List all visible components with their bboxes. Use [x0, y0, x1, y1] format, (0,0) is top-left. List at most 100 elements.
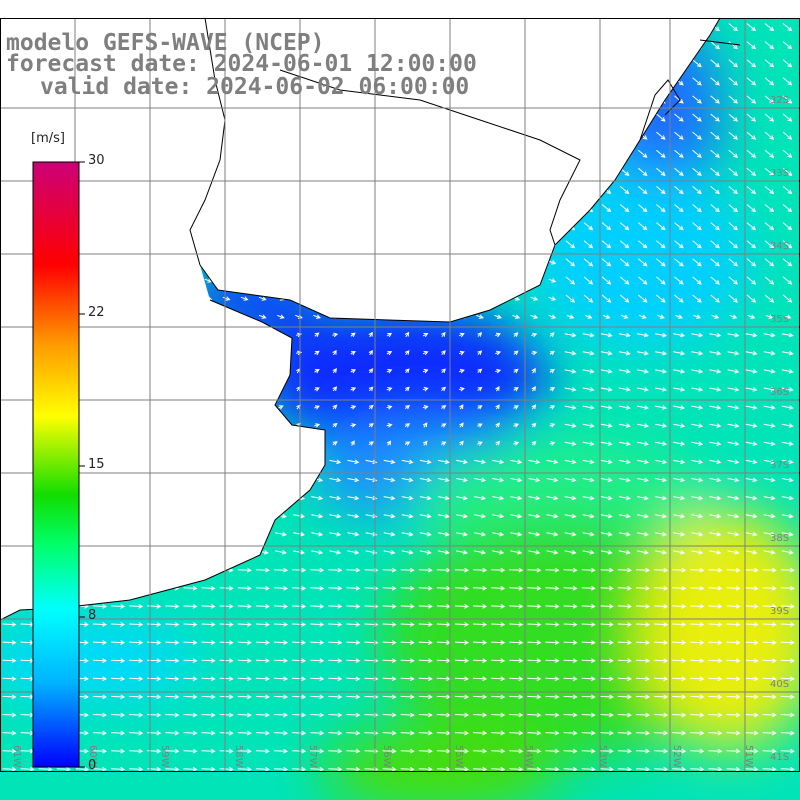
wind-arrow — [746, 167, 757, 176]
wind-arrow — [582, 423, 595, 428]
wind-arrow — [673, 550, 686, 555]
wind-arrow — [219, 712, 234, 718]
wind-arrow — [672, 640, 687, 645]
wind-arrow — [781, 550, 794, 555]
wind-arrow — [600, 350, 613, 356]
wind-arrow — [691, 495, 704, 501]
wind-arrow — [744, 748, 759, 754]
wind-arrow — [510, 495, 523, 501]
wind-arrow — [654, 730, 669, 736]
wind-arrow — [454, 622, 470, 627]
wind-arrow — [637, 294, 648, 303]
wind-arrow — [347, 459, 360, 465]
wind-arrow — [237, 585, 252, 591]
wind-arrow — [437, 459, 450, 465]
wind-arrow — [709, 350, 722, 356]
wind-arrow — [582, 531, 595, 537]
wind-arrow — [275, 531, 287, 537]
colorbar-tick-label: 0 — [88, 758, 97, 773]
wind-arrow — [674, 149, 684, 158]
latitude-label: 36S — [770, 387, 789, 398]
wind-arrow — [549, 387, 556, 392]
wind-arrow — [563, 748, 578, 754]
wind-arrow — [710, 276, 720, 285]
wind-arrow — [92, 766, 108, 772]
wind-arrow — [654, 766, 669, 772]
wind-arrow — [639, 314, 647, 319]
wind-arrow — [617, 603, 632, 609]
wind-arrow — [310, 694, 325, 700]
wind-arrow — [583, 222, 594, 231]
wind-arrow — [549, 332, 555, 337]
wind-arrow — [456, 495, 468, 501]
wind-arrow — [564, 550, 577, 555]
wind-arrow — [491, 730, 506, 736]
wind-arrow — [422, 351, 429, 356]
wind-arrow — [255, 658, 270, 664]
wind-arrow — [618, 441, 631, 446]
wind-arrow — [292, 567, 307, 573]
wind-arrow — [656, 113, 666, 122]
wind-arrow — [637, 477, 649, 483]
wind-arrow — [528, 513, 541, 519]
wind-arrow — [763, 423, 776, 428]
wind-arrow — [726, 712, 741, 718]
wind-arrow — [599, 658, 614, 664]
wind-arrow — [637, 332, 649, 338]
wind-arrow — [655, 513, 668, 519]
wind-arrow — [528, 531, 541, 537]
wind-arrow — [745, 550, 758, 555]
wind-arrow — [527, 712, 542, 718]
wind-arrow — [711, 314, 720, 319]
coastline — [199, 17, 721, 323]
wind-arrow — [708, 766, 723, 772]
wind-arrow — [709, 513, 722, 519]
wind-arrow — [147, 603, 162, 609]
wind-arrow — [563, 730, 578, 736]
wind-arrow — [675, 314, 683, 319]
wind-arrow — [368, 349, 373, 356]
wind-arrow — [780, 676, 795, 682]
wind-arrow — [491, 676, 506, 682]
wind-arrow — [418, 658, 433, 664]
wind-arrow — [709, 495, 722, 501]
wind-arrow — [382, 640, 397, 645]
wind-arrow — [201, 712, 216, 718]
wind-arrow — [310, 766, 325, 772]
wind-arrow — [710, 77, 720, 86]
wind-arrow — [782, 59, 793, 68]
wind-arrow — [710, 258, 720, 267]
wind-arrow — [599, 676, 614, 682]
wind-arrow — [657, 314, 665, 319]
wind-arrow — [600, 369, 613, 374]
wind-arrow — [422, 333, 429, 338]
wind-arrow — [201, 603, 216, 609]
wind-arrow — [510, 531, 523, 537]
wind-arrow — [727, 495, 740, 501]
wind-arrow — [637, 495, 649, 501]
wind-arrow — [583, 276, 594, 285]
wind-arrow — [781, 513, 794, 519]
wind-arrow — [780, 694, 795, 700]
wind-arrow — [129, 603, 144, 609]
wind-arrow — [219, 585, 234, 591]
wind-arrow — [111, 676, 126, 682]
wind-arrow — [617, 567, 632, 573]
wind-arrow — [782, 23, 793, 32]
wind-arrow — [762, 585, 777, 591]
wind-arrow — [546, 513, 559, 519]
wind-arrow — [273, 730, 289, 736]
wind-arrow — [635, 712, 651, 718]
wind-arrow — [458, 368, 465, 374]
wind-arrow — [744, 730, 759, 736]
wind-arrow — [745, 477, 758, 483]
wind-arrow — [600, 441, 613, 446]
wind-arrow — [710, 149, 720, 158]
wind-arrow — [762, 676, 777, 682]
wind-arrow — [637, 204, 648, 213]
wind-arrow — [527, 622, 542, 627]
wind-arrow — [292, 640, 307, 645]
wind-arrow — [314, 423, 321, 428]
wind-arrow — [727, 423, 740, 428]
wind-arrow — [346, 567, 361, 573]
